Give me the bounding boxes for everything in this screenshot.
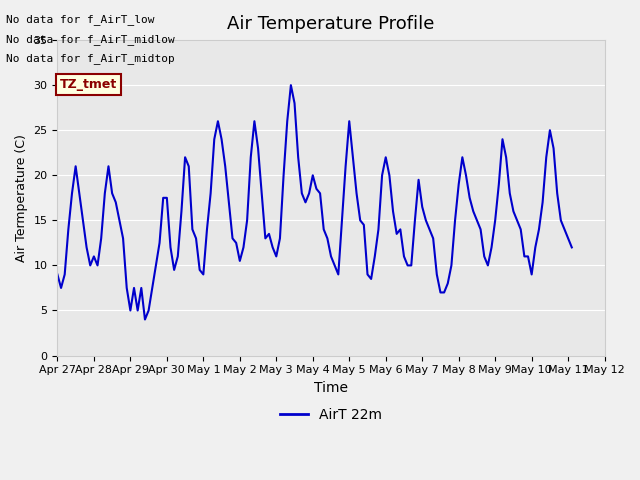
X-axis label: Time: Time xyxy=(314,381,348,395)
Text: No data for f_AirT_low: No data for f_AirT_low xyxy=(6,14,155,25)
Title: Air Temperature Profile: Air Temperature Profile xyxy=(227,15,435,33)
Y-axis label: Air Termperature (C): Air Termperature (C) xyxy=(15,134,28,262)
Legend: AirT 22m: AirT 22m xyxy=(275,402,387,428)
Text: No data for f_AirT_midlow: No data for f_AirT_midlow xyxy=(6,34,175,45)
Text: TZ_tmet: TZ_tmet xyxy=(60,78,117,91)
Text: No data for f_AirT_midtop: No data for f_AirT_midtop xyxy=(6,53,175,64)
